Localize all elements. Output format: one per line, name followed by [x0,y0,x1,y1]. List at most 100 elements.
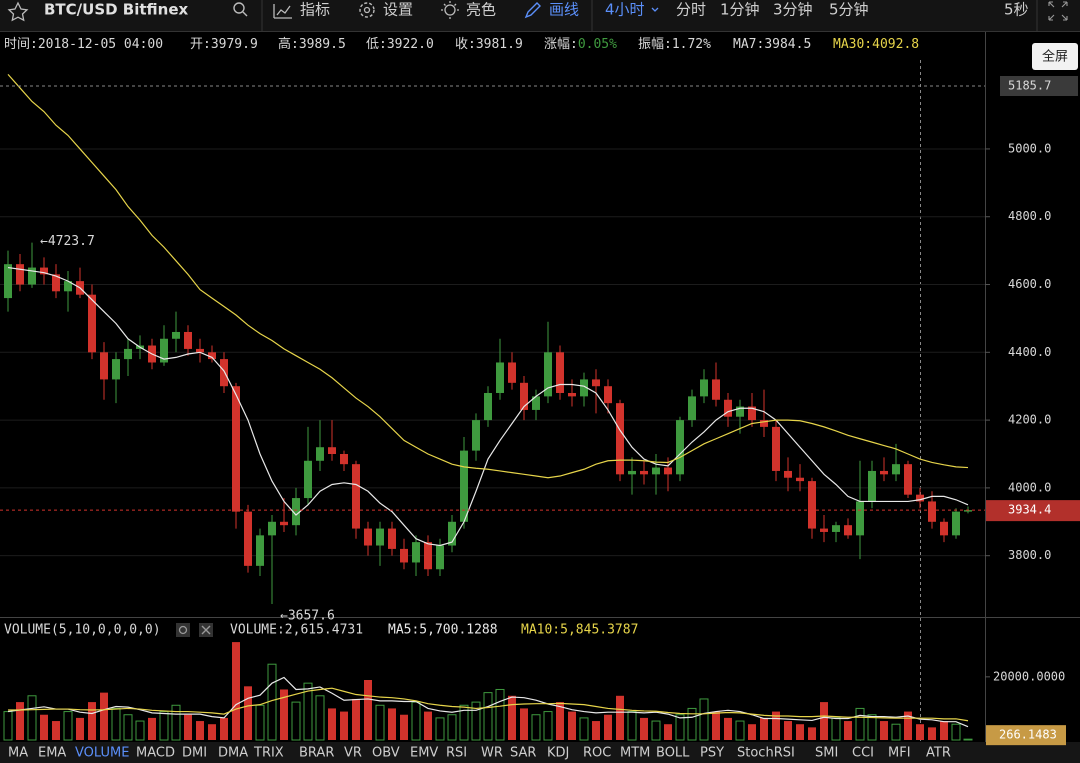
candle-body [124,348,132,360]
candle-body [664,467,672,475]
indicator-tab[interactable]: VOLUME [75,746,129,761]
volume-bar [315,695,325,741]
indicator-tab[interactable]: ATR [926,746,951,761]
indicator-tab[interactable]: CCI [852,746,874,761]
indicator-tab[interactable]: PSY [700,746,724,761]
indicator-tab[interactable]: VR [344,746,362,761]
volume-bar [459,704,469,741]
toolbar-button[interactable]: 设置 [383,1,413,19]
toolbar-button[interactable]: 画线 [549,1,579,19]
light-rays [441,1,459,19]
indicator-tab[interactable]: EMA [38,746,66,761]
candle-body [196,348,204,353]
interval-button[interactable]: 分时 [676,1,706,19]
candle-body [796,477,804,482]
info-value: 3981.9 [476,37,523,52]
refresh-interval[interactable]: 5秒 [1004,1,1029,19]
indicator-tab[interactable]: DMA [218,746,248,761]
volume-readout: MA5:5,700.1288 [388,623,498,638]
volume-bar [280,689,288,740]
candle-body [616,403,624,475]
star-icon[interactable] [7,1,29,22]
search-icon[interactable] [233,2,245,14]
volume-bar [471,701,481,741]
volume-bar [651,720,661,741]
candle-body [688,396,696,421]
candle-body [784,470,792,478]
candle-body [280,521,288,526]
candle-body [328,447,336,454]
volume-bar [831,717,841,741]
volume-bar [891,723,901,741]
candle-body [172,331,180,339]
fullscreen-icon[interactable] [1048,1,1068,21]
volume-bar [724,717,732,740]
candle-body [100,352,108,380]
settings-icon [359,2,375,18]
info-label: 涨幅: [544,37,578,52]
volume-bar [364,680,372,740]
candle-body [508,362,516,383]
volume-bar [16,702,24,740]
indicator-tab[interactable]: MTM [620,746,650,761]
settings-button[interactable] [176,623,190,637]
candle-body [52,274,60,292]
volume-bar [579,717,589,741]
interval-button[interactable]: 4小时 [605,1,645,19]
indicator-tab[interactable]: EMV [410,746,438,761]
crosshair-label: 5185.7 [1008,78,1051,92]
indicator-tab[interactable]: MA [8,746,28,761]
volume-bar [904,711,912,740]
indicator-tab[interactable]: WR [481,746,503,761]
candle-body [160,338,168,363]
candle-body [880,470,888,475]
toolbar-button[interactable]: 亮色 [466,1,496,19]
indicator-tab[interactable]: MFI [888,746,911,761]
candle-body [700,379,708,397]
info-value: 0.05% [578,37,617,52]
volume-bar [3,711,13,741]
indicator-tab[interactable]: BOLL [656,746,690,761]
indicator-tab[interactable]: RSI [446,746,467,761]
info-value: 3989.5 [299,37,346,52]
indicator-tab[interactable]: TRIX [253,746,284,761]
symbol[interactable]: BTC/USD Bitfinex [44,1,189,19]
info-label: MA7: [733,37,764,52]
volume-bar [100,692,108,740]
indicator-tab[interactable]: MACD [136,746,175,761]
interval-button[interactable]: 5分钟 [829,1,869,19]
volume-bar [232,642,240,740]
indicator-tab[interactable]: SMI [815,746,838,761]
settings-icon-core [363,6,371,14]
info-item: MA30:4092.8 [833,37,919,52]
volume-bar [328,708,336,740]
candle-body [16,264,24,285]
candle-body [748,406,756,421]
toolbar-button[interactable]: 指标 [300,1,330,19]
light-icon [444,4,456,16]
candle-body [604,386,612,404]
volume-bar [171,704,181,741]
indicator-tab[interactable]: SAR [510,746,536,761]
candle-body [820,528,828,532]
indicator-tab[interactable]: OBV [372,746,400,761]
info-value: 3979.9 [211,37,258,52]
volume-bar [712,711,720,740]
indicator-tab[interactable]: DMI [182,746,207,761]
info-item: 高:3989.5 [278,36,346,52]
candle-body [112,359,120,380]
interval-button[interactable]: 1分钟 [720,1,760,19]
interval-button[interactable]: 3分钟 [773,1,813,19]
indicator-tab[interactable]: BRAR [299,746,334,761]
volume-bar [123,714,133,741]
info-value: 1.72% [672,37,711,52]
candle-body [856,501,864,536]
candle-body [388,528,396,549]
indicator-tab[interactable]: ROC [583,746,611,761]
volume-bar [388,708,396,740]
indicator-tab[interactable]: KDJ [547,746,569,761]
candle-body [412,542,420,563]
indicator-tab[interactable]: StochRSI [737,746,795,761]
info-value: 2018-12-05 04:00 [38,37,163,52]
